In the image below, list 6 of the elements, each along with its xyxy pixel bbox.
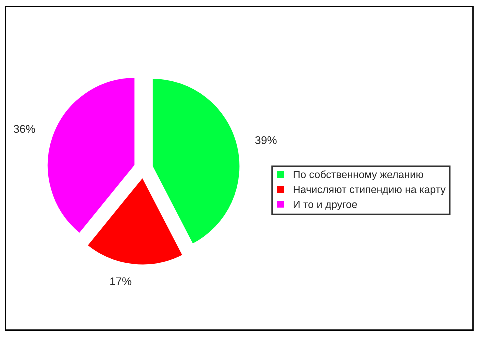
legend-label: Начисляют стипендию на карту — [294, 186, 446, 196]
legend-label: И то и другое — [294, 201, 358, 210]
data-label: 39% — [255, 136, 277, 144]
data-label: 17% — [110, 278, 132, 286]
legend-label: По собственному желанию — [294, 170, 424, 180]
data-label: 36% — [14, 125, 36, 134]
